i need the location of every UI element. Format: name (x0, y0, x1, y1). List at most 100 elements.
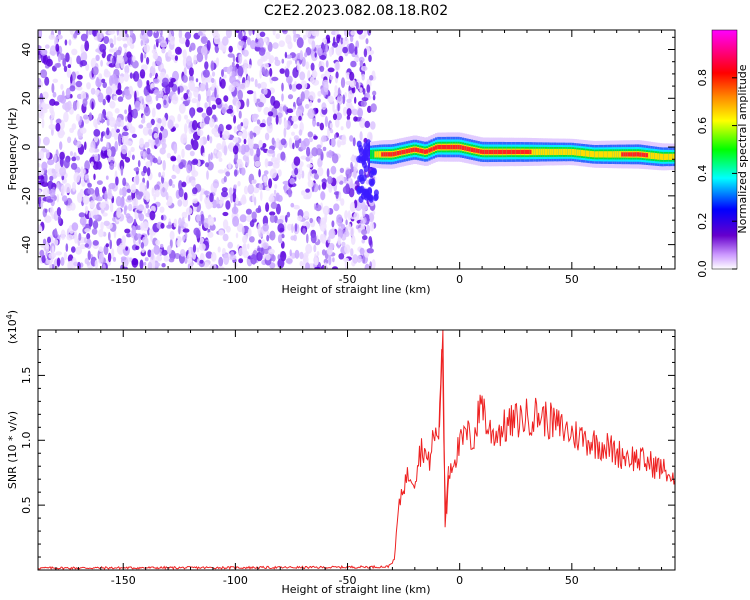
signal-ridge-cell (636, 152, 640, 157)
noise-speckle (264, 158, 269, 168)
noise-speckle (146, 180, 150, 189)
x-tick-label: -150 (111, 574, 136, 587)
snr-plot: -150 -100 -50 0 50 0.5 1.0 1.5 Height of straig… (5, 310, 676, 596)
noise-speckle (109, 239, 112, 250)
noise-speckle (289, 177, 296, 185)
spectrogram-xlabel: Height of straight line (km) (281, 283, 430, 296)
spectrogram-ticks: -150 -100 -50 0 50 -40 -20 0 20 40 (20, 30, 675, 286)
noise-speckle (370, 121, 376, 130)
signal-ridge-cell (414, 147, 418, 152)
noise-speckle (246, 98, 250, 108)
noise-speckle (57, 215, 62, 225)
noise-speckle (181, 216, 185, 227)
noise-speckle (150, 205, 156, 213)
noise-speckle (274, 184, 278, 189)
noise-speckle (210, 60, 215, 72)
noise-speckle (130, 183, 136, 194)
y-tick-label: 40 (20, 43, 33, 57)
noise-speckle (108, 231, 111, 241)
noise-speckle (337, 87, 341, 98)
noise-speckle (263, 170, 269, 175)
noise-speckle (353, 212, 360, 221)
noise-speckle (278, 40, 285, 48)
noise-speckle (109, 162, 115, 170)
noise-speckle (312, 79, 320, 86)
signal-ridge-cell (378, 151, 382, 158)
noise-speckle (228, 45, 233, 53)
noise-speckle (197, 129, 204, 137)
noise-speckle (257, 101, 264, 108)
noise-speckle (185, 38, 190, 48)
noise-speckle (271, 76, 279, 82)
noise-speckle (334, 85, 338, 94)
signal-ridge-cell (567, 148, 571, 156)
noise-speckle (109, 201, 114, 213)
noise-speckle (269, 168, 277, 179)
signal-ridge-cell (520, 149, 523, 154)
noise-speckle (199, 259, 204, 264)
noise-speckle (204, 115, 211, 125)
noise-speckle (335, 71, 339, 79)
noise-speckle (197, 31, 203, 36)
noise-speckle (354, 46, 358, 56)
noise-speckle (266, 116, 272, 127)
signal-ridge-cell (547, 148, 550, 156)
noise-speckle (330, 165, 337, 175)
noise-speckle (41, 118, 45, 129)
signal-ridge-cell (650, 152, 654, 159)
noise-speckle (254, 160, 261, 168)
noise-speckle (54, 162, 61, 173)
noise-speckle (213, 32, 220, 40)
noise-speckle (328, 228, 336, 239)
noise-speckle (126, 36, 133, 46)
noise-speckle (365, 92, 370, 99)
signal-ridge-cell (621, 152, 624, 157)
noise-speckle (269, 55, 275, 64)
noise-speckle (82, 98, 88, 107)
noise-speckle (98, 229, 104, 238)
noise-speckle (299, 161, 304, 168)
noise-speckle (325, 60, 329, 68)
noise-speckle (302, 222, 307, 227)
noise-speckle (105, 111, 113, 120)
signal-ridge-cell (529, 149, 532, 154)
noise-speckle (142, 221, 149, 232)
noise-speckle (175, 46, 182, 55)
noise-speckle (211, 127, 217, 135)
signal-ridge-cell (396, 151, 400, 156)
noise-speckle (199, 159, 205, 165)
noise-speckle (356, 30, 364, 35)
signal-ridge-cell (455, 144, 458, 150)
noise-speckle (291, 131, 295, 136)
noise-speckle (108, 38, 114, 45)
noise-speckle (127, 112, 133, 123)
signal-ridge-cell (522, 149, 526, 154)
noise-speckle (313, 135, 318, 140)
noise-speckle (280, 151, 286, 161)
noise-speckle (294, 223, 298, 232)
signal-ridge-cell (439, 144, 443, 150)
noise-speckle (334, 133, 337, 140)
noise-speckle (146, 80, 150, 86)
noise-speckle (77, 74, 83, 80)
noise-speckle (67, 64, 72, 69)
noise-speckle (51, 253, 57, 258)
noise-speckle (63, 65, 68, 73)
noise-speckle (38, 136, 41, 147)
noise-speckle (45, 44, 50, 49)
signal-ridge-cell (659, 153, 663, 160)
noise-speckle (161, 47, 166, 54)
noise-speckle (204, 102, 208, 109)
noise-speckle (296, 173, 303, 179)
noise-speckle (258, 183, 263, 191)
noise-speckle (141, 98, 145, 105)
noise-speckle (103, 36, 110, 44)
noise-speckle (121, 235, 126, 245)
noise-speckle (256, 251, 263, 262)
noise-speckle (295, 83, 303, 90)
noise-speckle (75, 80, 83, 88)
noise-speckle (104, 190, 108, 202)
noise-speckle (259, 93, 264, 99)
noise-speckle (205, 162, 209, 168)
noise-speckle (61, 195, 68, 202)
